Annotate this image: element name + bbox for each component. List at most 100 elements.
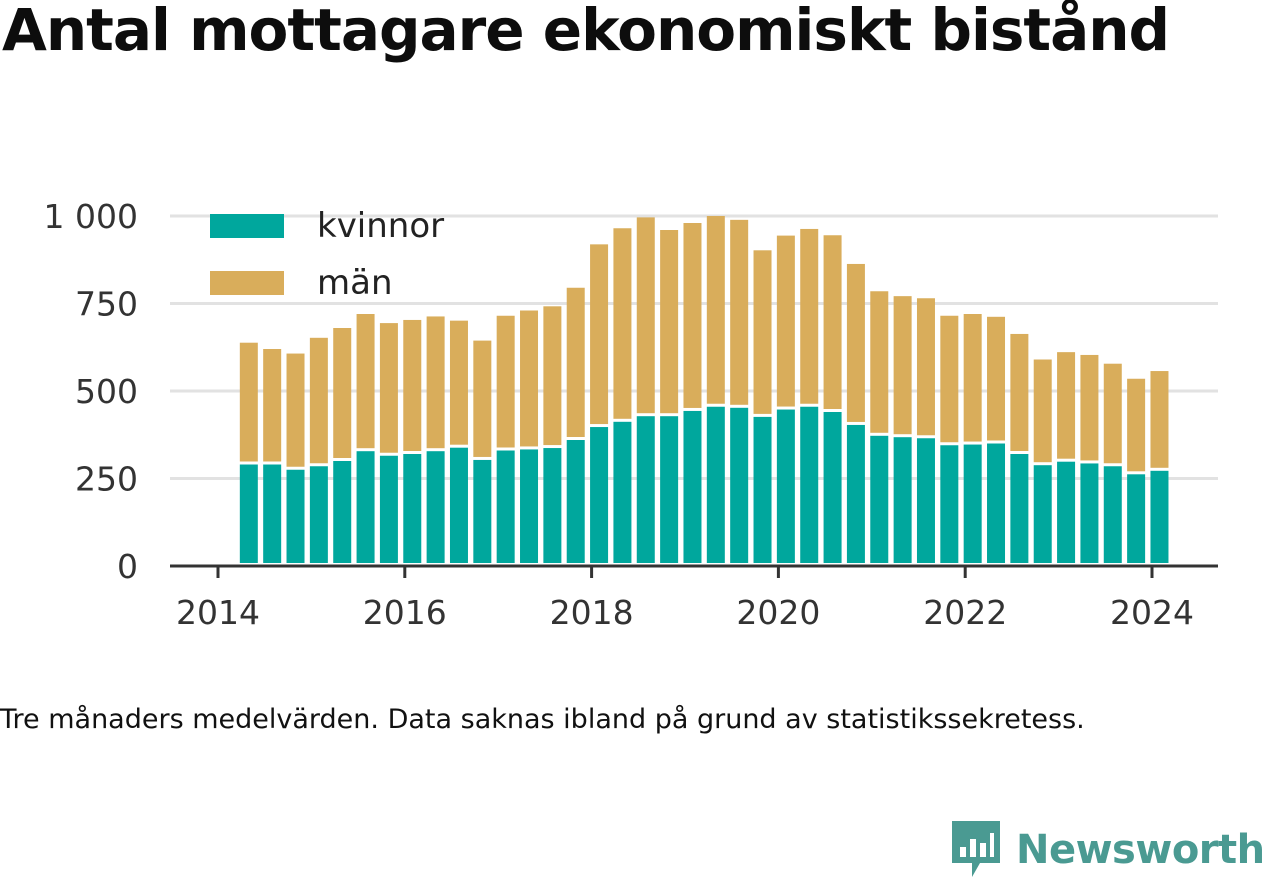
bar-man bbox=[520, 310, 539, 447]
bar-kvinnor bbox=[963, 444, 982, 563]
bars bbox=[239, 216, 1169, 563]
bar-kvinnor bbox=[403, 454, 422, 563]
bar-man bbox=[987, 316, 1006, 441]
bar-kvinnor bbox=[333, 461, 352, 563]
bar-man bbox=[846, 263, 865, 422]
legend-item-kvinnor: kvinnor bbox=[210, 206, 444, 246]
brand-name: Newsworthy bbox=[1016, 827, 1262, 873]
bar-kvinnor bbox=[987, 443, 1006, 563]
bar-kvinnor bbox=[660, 416, 679, 563]
bar-man bbox=[660, 230, 679, 414]
bar-man bbox=[590, 244, 609, 425]
legend-label-man: män bbox=[317, 263, 393, 303]
y-tick-label: 250 bbox=[75, 460, 138, 499]
bar-man bbox=[963, 314, 982, 442]
newsworthy-logo-icon bbox=[952, 821, 1000, 877]
bar-kvinnor bbox=[1033, 465, 1052, 563]
x-tick-label: 2018 bbox=[550, 593, 634, 632]
bar-kvinnor bbox=[1010, 454, 1029, 563]
bar-kvinnor bbox=[286, 469, 305, 563]
legend-item-man: män bbox=[210, 263, 393, 303]
y-tick-label: 750 bbox=[75, 285, 138, 324]
bar-man bbox=[1103, 363, 1122, 464]
bar-man bbox=[940, 315, 959, 443]
bar-kvinnor bbox=[893, 437, 912, 563]
bar-man bbox=[333, 328, 352, 458]
bar-man bbox=[706, 216, 725, 404]
chart-footnote: Tre månaders medelvärden. Data saknas ib… bbox=[0, 704, 1085, 735]
bar-man bbox=[1127, 378, 1146, 472]
bar-man bbox=[403, 319, 422, 451]
bar-man bbox=[379, 323, 398, 453]
x-tick-label: 2024 bbox=[1110, 593, 1194, 632]
bar-man bbox=[1080, 354, 1099, 461]
bar-kvinnor bbox=[473, 459, 492, 563]
bar-man bbox=[356, 314, 375, 449]
stacked-bar-chart: 0 250 500 750 1 000 2014 2016 2018 2020 2022 2024 bbox=[44, 197, 1218, 632]
bar-kvinnor bbox=[636, 416, 655, 563]
y-tick-label: 500 bbox=[75, 372, 138, 411]
bar-man bbox=[800, 228, 819, 404]
bar-kvinnor bbox=[683, 410, 702, 563]
bar-man bbox=[1057, 352, 1076, 459]
bar-kvinnor bbox=[1080, 463, 1099, 563]
bar-kvinnor bbox=[379, 455, 398, 563]
bar-kvinnor bbox=[1127, 474, 1146, 563]
bar-kvinnor bbox=[426, 451, 445, 563]
bar-man bbox=[753, 250, 772, 414]
bar-man bbox=[426, 316, 445, 449]
axes: 0 250 500 750 1 000 2014 2016 2018 2020 2022 2024 bbox=[44, 197, 1218, 632]
bar-kvinnor bbox=[309, 466, 328, 563]
bar-kvinnor bbox=[1103, 466, 1122, 563]
bar-man bbox=[473, 340, 492, 457]
bar-man bbox=[1010, 333, 1029, 451]
bar-man bbox=[823, 235, 842, 409]
bar-man bbox=[893, 296, 912, 435]
bar-man bbox=[543, 306, 562, 446]
bar-kvinnor bbox=[916, 438, 935, 563]
bar-kvinnor bbox=[496, 450, 515, 563]
bar-kvinnor bbox=[543, 448, 562, 563]
bar-man bbox=[1033, 359, 1052, 463]
bar-man bbox=[683, 223, 702, 408]
legend-swatch-man bbox=[210, 271, 284, 295]
bar-kvinnor bbox=[356, 451, 375, 563]
x-tick-label: 2016 bbox=[363, 593, 447, 632]
bar-man bbox=[776, 235, 795, 407]
legend-swatch-kvinnor bbox=[210, 214, 284, 238]
bar-man bbox=[916, 298, 935, 436]
x-tick-label: 2014 bbox=[176, 593, 260, 632]
bar-kvinnor bbox=[1150, 470, 1169, 563]
bar-kvinnor bbox=[823, 412, 842, 563]
bar-kvinnor bbox=[730, 407, 749, 563]
brand-logo: Newsworthy bbox=[950, 818, 1262, 882]
bar-kvinnor bbox=[566, 440, 585, 563]
bar-kvinnor bbox=[239, 464, 258, 563]
bar-man bbox=[1150, 371, 1169, 468]
bar-kvinnor bbox=[940, 445, 959, 563]
bar-kvinnor bbox=[520, 449, 539, 563]
bar-kvinnor bbox=[263, 464, 282, 563]
bar-kvinnor bbox=[800, 406, 819, 563]
x-tick-label: 2022 bbox=[923, 593, 1007, 632]
bar-kvinnor bbox=[1057, 461, 1076, 563]
chart-title: Antal mottagare ekonomiskt bistånd bbox=[2, 0, 1170, 64]
bar-man bbox=[263, 349, 282, 462]
bar-kvinnor bbox=[706, 406, 725, 563]
bar-man bbox=[870, 291, 889, 433]
bar-kvinnor bbox=[590, 427, 609, 563]
bar-man bbox=[613, 228, 632, 419]
bar-kvinnor bbox=[449, 447, 468, 563]
bar-kvinnor bbox=[753, 416, 772, 563]
bar-man bbox=[496, 315, 515, 448]
y-tick-label: 0 bbox=[117, 547, 138, 586]
bar-man bbox=[309, 337, 328, 464]
bar-kvinnor bbox=[776, 409, 795, 563]
bar-man bbox=[286, 353, 305, 467]
bar-kvinnor bbox=[613, 421, 632, 563]
bar-kvinnor bbox=[846, 424, 865, 563]
bar-man bbox=[239, 342, 258, 462]
bar-man bbox=[566, 287, 585, 437]
bar-man bbox=[449, 320, 468, 445]
legend-label-kvinnor: kvinnor bbox=[317, 206, 445, 246]
